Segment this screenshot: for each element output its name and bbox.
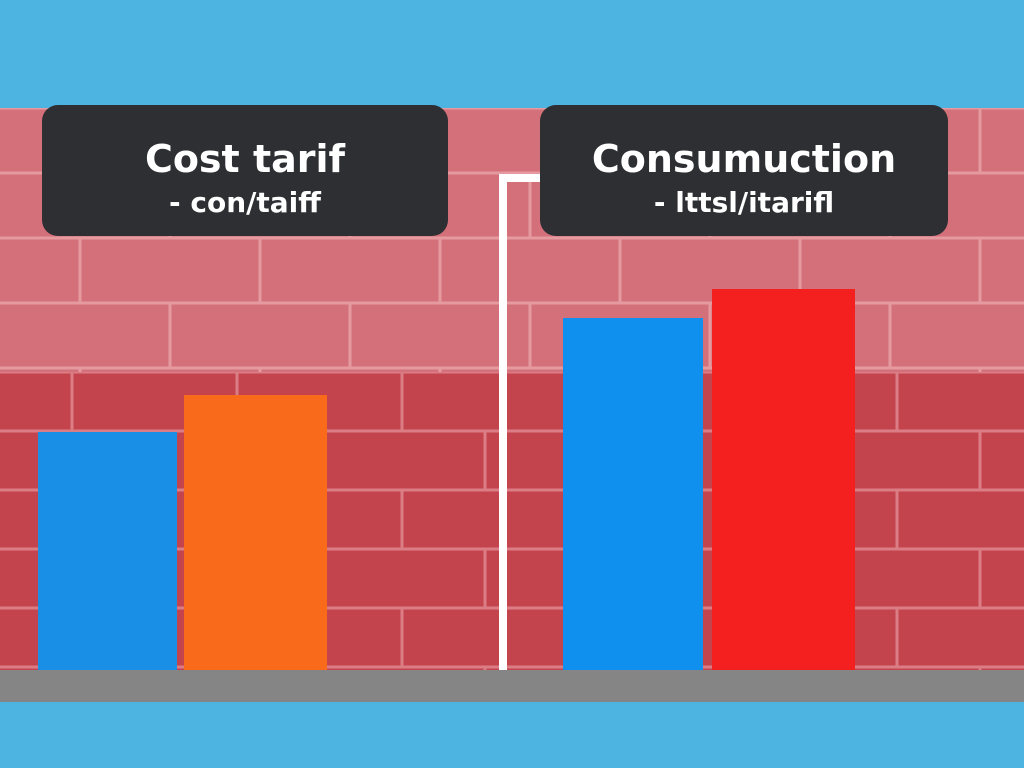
chart-subtitle: - lttsl/itarifl (654, 186, 834, 219)
chart-subtitle: - con/taiff (169, 186, 321, 219)
bar (563, 318, 703, 670)
divider (499, 174, 542, 670)
bar (184, 395, 327, 670)
chart-title: Cost tarif (145, 137, 346, 181)
chart-title: Consumuction (592, 137, 896, 181)
bar (712, 289, 855, 670)
title-box (42, 105, 448, 236)
bar (38, 432, 177, 670)
floor (0, 670, 1024, 702)
title-box (540, 105, 948, 236)
